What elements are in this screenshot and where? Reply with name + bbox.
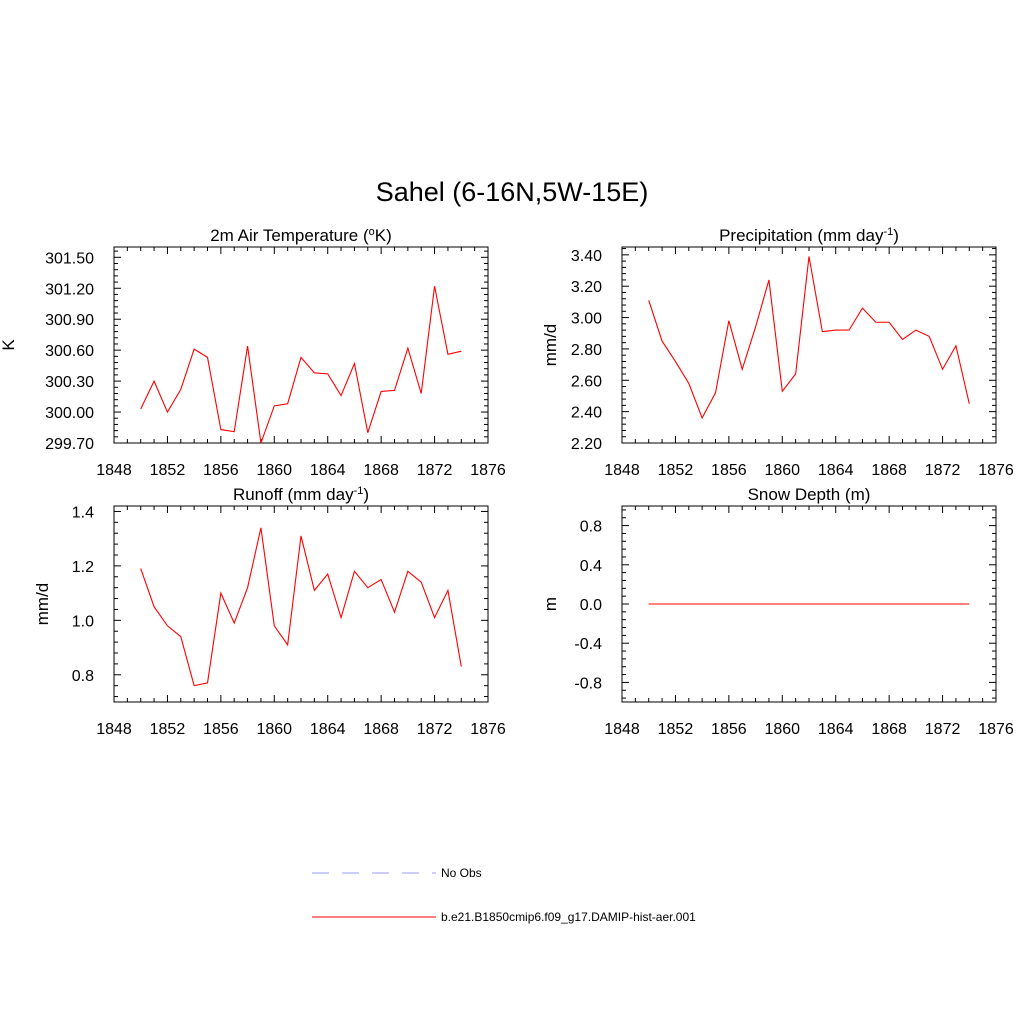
plot-frame bbox=[113, 505, 489, 703]
y-tick-label: 2.40 bbox=[571, 405, 602, 422]
x-tick-label: 1876 bbox=[470, 721, 506, 738]
x-tick-label: 1872 bbox=[417, 721, 453, 738]
chart-panel: 1848 1852 1856 1860 1864 1868 1872 1876 0.8 1.0 1.… bbox=[33, 485, 506, 738]
y-tick-label: 1.4 bbox=[72, 504, 94, 521]
x-tick-label: 1852 bbox=[658, 462, 694, 479]
figure-title: Sahel (6-16N,5W-15E) bbox=[376, 177, 649, 207]
chart-panels: 1848 1852 1856 1860 1864 1868 1872 1876 299.70 30… bbox=[0, 226, 1014, 738]
y-tick-label: 300.30 bbox=[45, 374, 94, 391]
chart-panel: 1848 1852 1856 1860 1864 1868 1872 1876 299.70 30… bbox=[0, 226, 506, 479]
x-tick-label: 1864 bbox=[818, 462, 854, 479]
x-tick-label: 1864 bbox=[310, 721, 346, 738]
plot-frame bbox=[621, 246, 997, 444]
chart-panel: 1848 1852 1856 1860 1864 1868 1872 1876 2.20 2.40… bbox=[541, 226, 1014, 479]
y-tick-label: 2.20 bbox=[571, 436, 602, 453]
y-tick-label: -0.4 bbox=[574, 636, 602, 653]
x-tick-label: 1848 bbox=[96, 721, 132, 738]
y-tick-label: 300.90 bbox=[45, 312, 94, 329]
panel-title: 2m Air Temperature (oK) bbox=[210, 226, 392, 245]
series-line bbox=[140, 527, 462, 687]
y-tick-label: 300.00 bbox=[45, 405, 94, 422]
y-tick-label: 3.00 bbox=[571, 311, 602, 328]
x-tick-label: 1860 bbox=[764, 462, 800, 479]
y-tick-label: -0.8 bbox=[574, 675, 602, 692]
y-tick-label: 299.70 bbox=[45, 436, 94, 453]
x-tick-label: 1876 bbox=[978, 462, 1014, 479]
y-tick-label: 3.20 bbox=[571, 279, 602, 296]
y-tick-label: 2.60 bbox=[571, 373, 602, 390]
series-line bbox=[648, 256, 970, 420]
y-tick-label: 0.0 bbox=[580, 597, 602, 614]
panel-title: Snow Depth (m) bbox=[748, 485, 871, 504]
legend-label: b.e21.B1850cmip6.f09_g17.DAMIP-hist-aer.… bbox=[441, 910, 696, 924]
x-tick-label: 1860 bbox=[764, 721, 800, 738]
chart-panel: 1848 1852 1856 1860 1864 1868 1872 1876 -0.8 -0.4… bbox=[541, 485, 1014, 738]
y-tick-label: 2.80 bbox=[571, 342, 602, 359]
x-tick-label: 1860 bbox=[256, 462, 292, 479]
x-tick-label: 1852 bbox=[658, 721, 694, 738]
x-tick-label: 1868 bbox=[363, 462, 399, 479]
x-tick-label: 1872 bbox=[925, 721, 961, 738]
y-tick-label: 300.60 bbox=[45, 343, 94, 360]
panel-title: Runoff (mm day-1) bbox=[233, 485, 369, 504]
x-tick-label: 1856 bbox=[711, 462, 747, 479]
y-tick-label: 301.20 bbox=[45, 281, 94, 298]
x-tick-label: 1872 bbox=[417, 462, 453, 479]
x-tick-label: 1852 bbox=[150, 721, 186, 738]
x-tick-label: 1856 bbox=[203, 462, 239, 479]
legend-label: No Obs bbox=[441, 866, 482, 880]
plot-frame bbox=[113, 246, 489, 444]
panel-title: Precipitation (mm day-1) bbox=[719, 226, 899, 245]
y-tick-label: 0.4 bbox=[580, 558, 602, 575]
y-tick-label: 0.8 bbox=[580, 519, 602, 536]
y-tick-label: 1.2 bbox=[72, 559, 94, 576]
x-tick-label: 1856 bbox=[203, 721, 239, 738]
x-tick-label: 1876 bbox=[470, 462, 506, 479]
x-tick-label: 1852 bbox=[150, 462, 186, 479]
y-tick-label: 3.40 bbox=[571, 248, 602, 265]
x-tick-label: 1860 bbox=[256, 721, 292, 738]
x-tick-label: 1872 bbox=[925, 462, 961, 479]
y-tick-label: 301.50 bbox=[45, 250, 94, 267]
x-tick-label: 1868 bbox=[871, 721, 907, 738]
x-tick-label: 1848 bbox=[604, 462, 640, 479]
y-axis-label: K bbox=[0, 339, 18, 351]
y-tick-label: 0.8 bbox=[72, 668, 94, 685]
x-tick-label: 1848 bbox=[604, 721, 640, 738]
legend: No Obs b.e21.B1850cmip6.f09_g17.DAMIP-his… bbox=[312, 866, 696, 924]
series-line bbox=[140, 286, 462, 444]
y-axis-label: mm/d bbox=[541, 324, 560, 367]
x-tick-label: 1876 bbox=[978, 721, 1014, 738]
y-tick-label: 1.0 bbox=[72, 613, 94, 630]
y-axis-label: mm/d bbox=[33, 583, 52, 626]
x-tick-label: 1868 bbox=[363, 721, 399, 738]
x-tick-label: 1868 bbox=[871, 462, 907, 479]
y-axis-label: m bbox=[541, 597, 560, 611]
x-tick-label: 1856 bbox=[711, 721, 747, 738]
x-tick-label: 1864 bbox=[310, 462, 346, 479]
x-tick-label: 1848 bbox=[96, 462, 132, 479]
x-tick-label: 1864 bbox=[818, 721, 854, 738]
